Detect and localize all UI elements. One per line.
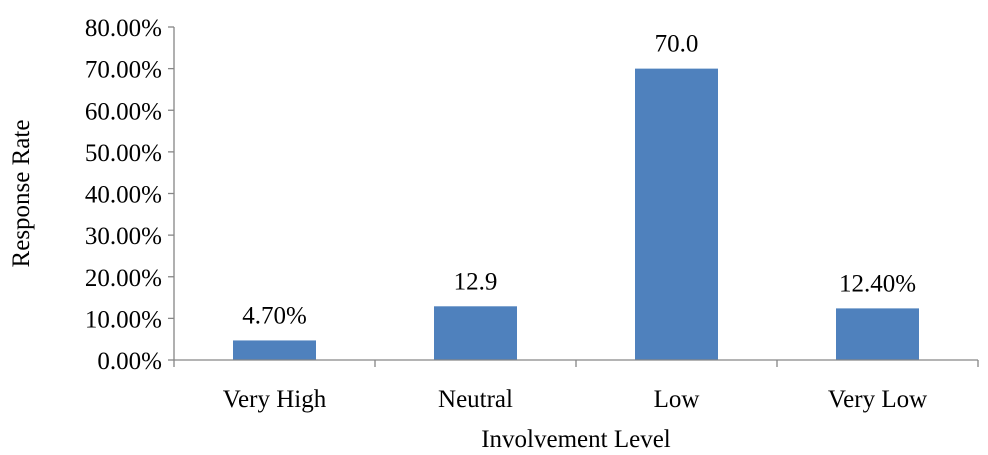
bar <box>635 68 718 360</box>
y-tick-label: 30.00% <box>85 223 162 250</box>
data-labels: 4.70% 12.9 70.0 12.40% <box>242 31 916 330</box>
data-label: 12.9 <box>454 268 498 295</box>
y-tick-label: 70.00% <box>85 57 162 84</box>
y-tick-label: 10.00% <box>85 306 162 333</box>
bar <box>434 306 517 360</box>
x-axis-title: Involvement Level <box>481 426 671 453</box>
x-category-label: Very High <box>223 386 327 413</box>
x-category-label: Very Low <box>828 386 927 413</box>
y-axis-ticks: 0.00% 10.00% 20.00% 30.00% 40.00% 50.00% 60.00… <box>85 15 174 375</box>
y-tick-label: 40.00% <box>85 182 162 209</box>
x-axis-category-labels: Very High Neutral Low Very Low <box>223 386 927 413</box>
x-category-label: Low <box>654 386 700 413</box>
bar <box>836 308 919 360</box>
data-label: 70.0 <box>655 31 699 58</box>
data-label: 12.40% <box>839 270 916 297</box>
y-axis-title: Response Rate <box>8 120 35 268</box>
y-tick-label: 0.00% <box>97 348 162 375</box>
bars <box>233 68 919 360</box>
bar <box>233 340 316 360</box>
x-category-label: Neutral <box>438 386 513 413</box>
x-axis-tick-marks <box>173 360 979 367</box>
y-tick-label: 50.00% <box>85 140 162 167</box>
y-tick-label: 60.00% <box>85 98 162 125</box>
y-tick-label: 20.00% <box>85 265 162 292</box>
y-tick-label: 80.00% <box>85 15 162 42</box>
data-label: 4.70% <box>242 302 307 329</box>
